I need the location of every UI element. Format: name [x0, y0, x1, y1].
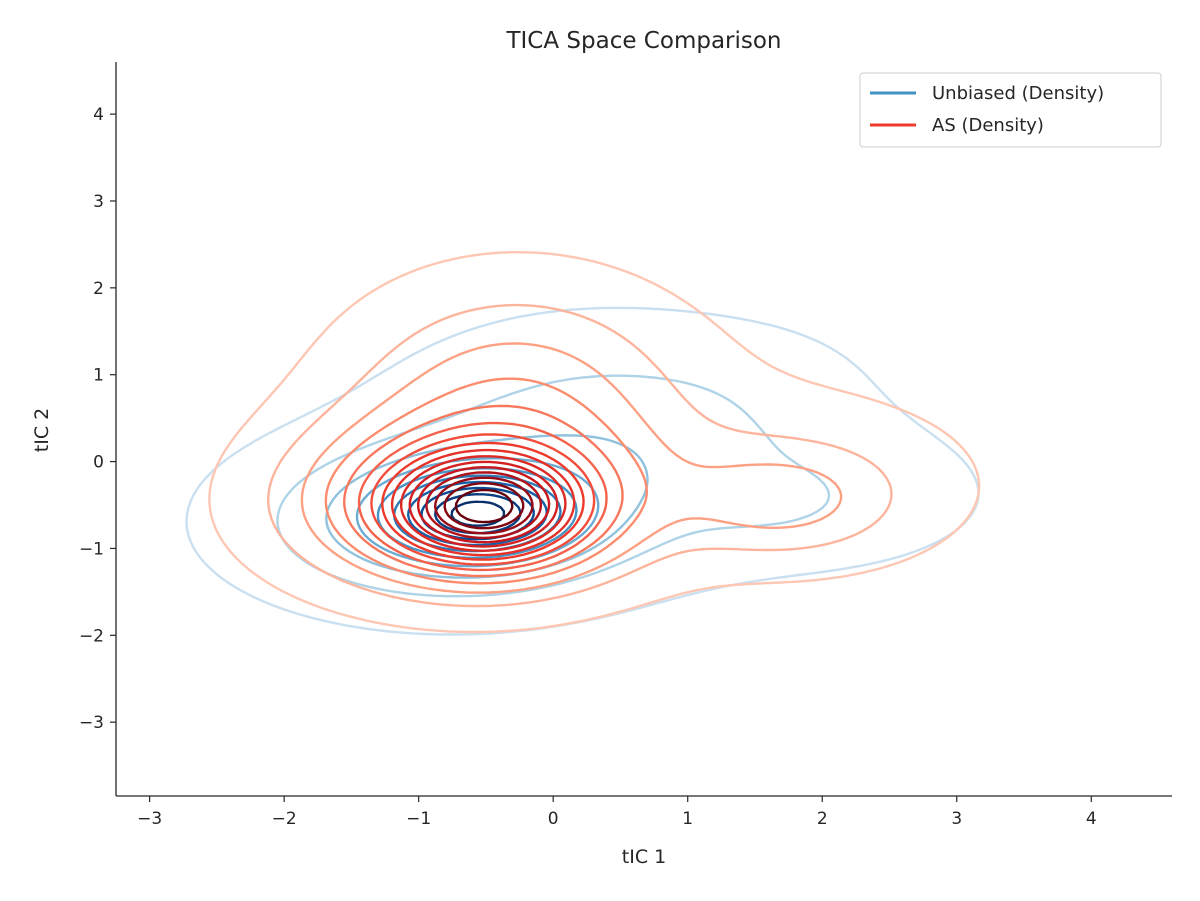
y-tick-label: −2: [79, 626, 104, 646]
as-contour-level: [425, 471, 543, 540]
x-axis-ticks: −3 −2 −1 0 1 2 3 4: [137, 796, 1097, 829]
series-as-contours: [208, 251, 981, 634]
legend-frame: [859, 72, 1162, 148]
x-tick-label: −3: [137, 809, 162, 829]
as-contour-level: [324, 377, 648, 585]
x-axis-title: tIC 1: [622, 846, 666, 868]
as-contour-level: [443, 482, 525, 530]
y-tick-label: 3: [93, 192, 104, 212]
x-tick-label: −2: [272, 809, 297, 829]
x-tick-label: 0: [548, 809, 559, 829]
as-contour-level: [267, 303, 893, 608]
y-tick-label: 1: [93, 366, 104, 386]
y-tick-label: 2: [93, 279, 104, 299]
as-contour-level: [300, 342, 843, 594]
y-tick-label: −3: [79, 713, 104, 733]
legend-label-as: AS (Density): [932, 115, 1044, 136]
as-contour-level: [390, 448, 576, 557]
x-tick-label: 2: [817, 809, 828, 829]
x-tick-label: 3: [951, 809, 962, 829]
as-contour-level: [381, 441, 585, 561]
unbiased-contour-level: [185, 306, 980, 636]
as-contour-level: [208, 251, 981, 634]
y-tick-label: −1: [79, 539, 104, 559]
y-axis-ticks: −3 −2 −1 0 1 2 3 4: [79, 105, 116, 733]
as-contour-level: [357, 421, 608, 572]
as-contour-level: [400, 455, 567, 552]
x-tick-label: 1: [682, 809, 693, 829]
legend-label-unbiased: Unbiased (Density): [932, 83, 1104, 104]
x-tick-label: 4: [1086, 809, 1097, 829]
chart-title: TICA Space Comparison: [505, 28, 781, 54]
x-tick-label: −1: [406, 809, 431, 829]
y-tick-label: 0: [93, 453, 104, 473]
as-contour-level: [408, 460, 559, 548]
y-tick-label: 4: [93, 105, 104, 125]
y-axis-title: tIC 2: [31, 408, 53, 452]
as-contour-level: [343, 404, 624, 578]
legend: Unbiased (Density) AS (Density): [859, 72, 1162, 148]
as-contour-level: [417, 466, 551, 544]
as-contour-level: [434, 476, 534, 535]
as-contour-level: [454, 488, 514, 524]
as-contour-level: [370, 433, 596, 566]
